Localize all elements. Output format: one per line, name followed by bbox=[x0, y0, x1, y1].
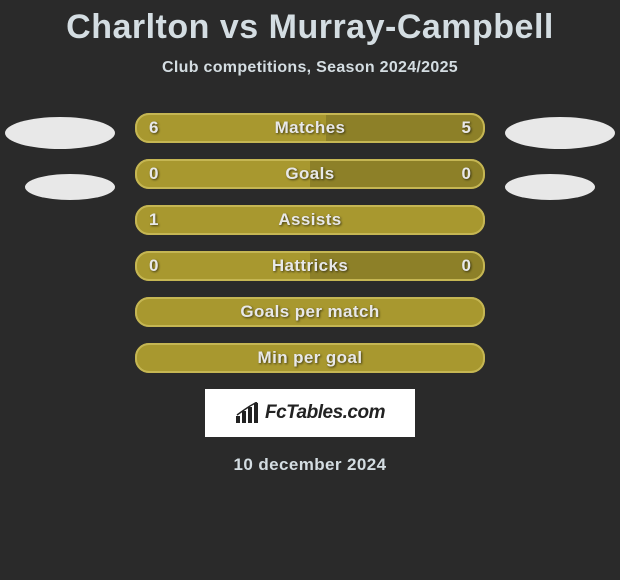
comparison-row: 6 5 Matches bbox=[135, 113, 485, 143]
comparison-row: 1 Assists bbox=[135, 205, 485, 235]
comparison-row: 0 0 Hattricks bbox=[135, 251, 485, 281]
comparison-row: Min per goal bbox=[135, 343, 485, 373]
logo-text: FcTables.com bbox=[265, 402, 385, 424]
row-label: Matches bbox=[275, 118, 346, 138]
comparison-rows: 6 5 Matches 0 0 Goals 1 Assists 0 0 Hattricks Goals… bbox=[135, 113, 485, 373]
row-label: Goals bbox=[285, 164, 334, 184]
value-left: 0 bbox=[149, 164, 158, 184]
player-photo-right-2 bbox=[505, 174, 595, 200]
value-left: 0 bbox=[149, 256, 158, 276]
row-label: Assists bbox=[278, 210, 341, 230]
comparison-row: Goals per match bbox=[135, 297, 485, 327]
comparison-infographic: Charlton vs Murray-Campbell Club competi… bbox=[0, 0, 620, 580]
value-right: 5 bbox=[462, 118, 471, 138]
comparison-row: 0 0 Goals bbox=[135, 159, 485, 189]
row-label: Min per goal bbox=[258, 348, 363, 368]
bars-icon bbox=[235, 402, 261, 424]
page-subtitle: Club competitions, Season 2024/2025 bbox=[0, 59, 620, 77]
row-label: Goals per match bbox=[240, 302, 379, 322]
player-photo-left-1 bbox=[5, 117, 115, 149]
page-title: Charlton vs Murray-Campbell bbox=[0, 8, 620, 47]
player-photo-left-2 bbox=[25, 174, 115, 200]
player-photo-right-1 bbox=[505, 117, 615, 149]
date-text: 10 december 2024 bbox=[0, 455, 620, 475]
value-right: 0 bbox=[462, 164, 471, 184]
row-label: Hattricks bbox=[272, 256, 348, 276]
value-left: 6 bbox=[149, 118, 158, 138]
chart-area: 6 5 Matches 0 0 Goals 1 Assists 0 0 Hattricks Goals… bbox=[0, 113, 620, 373]
value-left: 1 bbox=[149, 210, 158, 230]
value-right: 0 bbox=[462, 256, 471, 276]
fctables-logo: FcTables.com bbox=[205, 389, 415, 437]
